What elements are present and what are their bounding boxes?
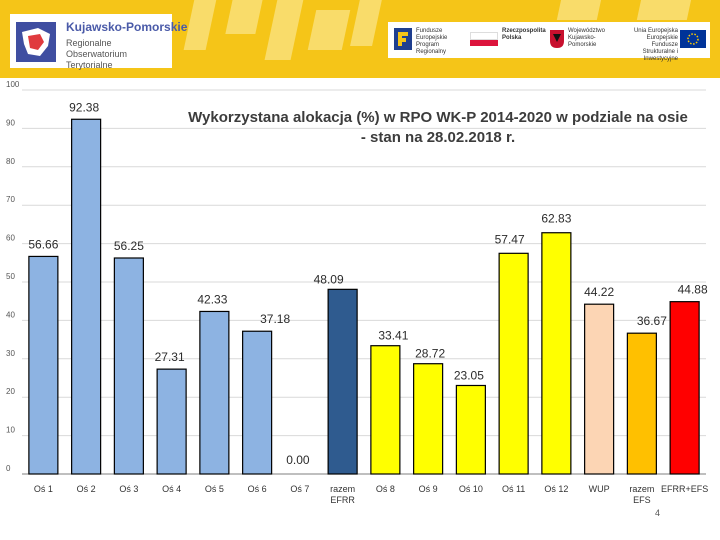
data-label: 48.09 (314, 272, 344, 286)
data-label: 42.33 (197, 292, 227, 306)
x-tick-label: Oś 11 (502, 484, 525, 494)
polish-flag-icon (470, 32, 498, 46)
bar (28, 255, 59, 475)
bar (541, 232, 572, 475)
chart-title-line-2: - stan na 28.02.2018 r. (360, 129, 516, 146)
logo-subtitle: Regionalne Obserwatorium Terytorialne (66, 38, 128, 70)
region-map-icon (16, 22, 56, 62)
x-tick-labels: Oś 1 Oś 2 Oś 3 Oś 4 Oś 5 Oś 6 Oś 7 razem EFRR Oś … (34, 484, 708, 505)
ue-sub: Europejskie Fundusze Strukturalne i Inwe… (642, 35, 678, 62)
data-label: 0.00 (286, 453, 310, 467)
bar (370, 345, 401, 475)
data-label: 57.47 (495, 232, 525, 246)
y-tick-label: 30 (6, 349, 15, 358)
woj-label: Województwo Kujawsko-Pomorskie (568, 28, 605, 48)
data-label: 56.25 (114, 239, 144, 253)
x-tick-label: Oś 5 (205, 484, 224, 494)
y-tick-label: 40 (6, 310, 15, 319)
bar (455, 384, 486, 475)
y-tick-label: 20 (6, 387, 15, 396)
x-tick-label: Oś 12 (544, 484, 568, 494)
bar (498, 252, 529, 475)
value-labels: 56.66 92.38 56.25 27.31 42.33 37.18 0.00 48.09 3… (28, 100, 708, 467)
data-label: 33.41 (378, 329, 408, 343)
fe-label: Fundusze Europejskie (416, 28, 448, 41)
data-label: 44.88 (678, 283, 708, 297)
x-tick-label: EFRR+EFS (661, 484, 708, 494)
chart-title-line-1: Wykorzystana alokacja (%) w RPO WK-P 201… (188, 109, 688, 126)
bar (156, 368, 187, 475)
x-tick-label: Oś 6 (248, 484, 267, 494)
y-tick-label: 10 (6, 426, 15, 435)
x-tick-label: Oś 8 (376, 484, 395, 494)
ue-label: Unia Europejska (633, 28, 678, 34)
chart-title: Wykorzystana alokacja (%) w RPO WK-P 201… (168, 108, 708, 148)
x-tick-label: Oś 10 (459, 484, 483, 494)
x-tick-label: Oś 4 (162, 484, 181, 494)
y-tick-label: 100 (6, 80, 20, 89)
x-tick-label: Oś 7 (290, 484, 309, 494)
x-tick-label: razem EFRR (330, 484, 355, 505)
bar (669, 301, 700, 475)
y-tick-label: 50 (6, 272, 15, 281)
data-label: 28.72 (415, 347, 445, 361)
data-label: 92.38 (69, 100, 99, 114)
header-banner: Kujawsko-Pomorskie Regionalne Obserwator… (0, 0, 720, 78)
x-tick-label: Oś 1 (34, 484, 53, 494)
data-label: 62.83 (541, 212, 571, 226)
y-tick-label: 70 (6, 195, 15, 204)
bar (413, 363, 444, 475)
data-label: 36.67 (637, 314, 667, 328)
x-tick-label: Oś 2 (77, 484, 96, 494)
rp-label: Rzeczpospolita Polska (502, 28, 546, 41)
bar (113, 257, 144, 475)
bars (28, 118, 700, 475)
logo-title: Kujawsko-Pomorskie (66, 20, 188, 34)
x-tick-label: Oś 3 (119, 484, 138, 494)
x-tick-label: WUP (589, 484, 610, 494)
bar (199, 310, 230, 475)
bar (584, 303, 615, 475)
bar (327, 288, 358, 475)
fe-sub: Program Regionalny (416, 42, 447, 55)
x-tick-label: razem EFS (629, 484, 654, 505)
y-tick-label: 0 (6, 464, 11, 473)
data-label: 37.18 (260, 312, 290, 326)
x-tick-label: Oś 9 (419, 484, 438, 494)
fe-logo-icon (394, 28, 412, 50)
logo: Kujawsko-Pomorskie Regionalne Obserwator… (10, 14, 187, 70)
page-number: 4 (655, 508, 661, 518)
y-tick-label: 80 (6, 157, 15, 166)
data-label: 27.31 (155, 350, 185, 364)
y-tick-label: 60 (6, 234, 15, 243)
data-label: 56.66 (28, 237, 58, 251)
data-label: 23.05 (454, 368, 484, 382)
bar (242, 330, 273, 475)
bar (626, 332, 657, 475)
y-tick-labels: 0 10 20 30 40 50 60 70 80 90 100 (6, 80, 20, 473)
data-label: 44.22 (584, 285, 614, 299)
bar (71, 118, 102, 475)
voivodeship-crest-icon (550, 30, 564, 48)
eu-flag-icon (680, 30, 706, 48)
y-tick-label: 90 (6, 118, 15, 127)
funds-logos: Fundusze Europejskie Program Regionalny … (388, 22, 710, 62)
